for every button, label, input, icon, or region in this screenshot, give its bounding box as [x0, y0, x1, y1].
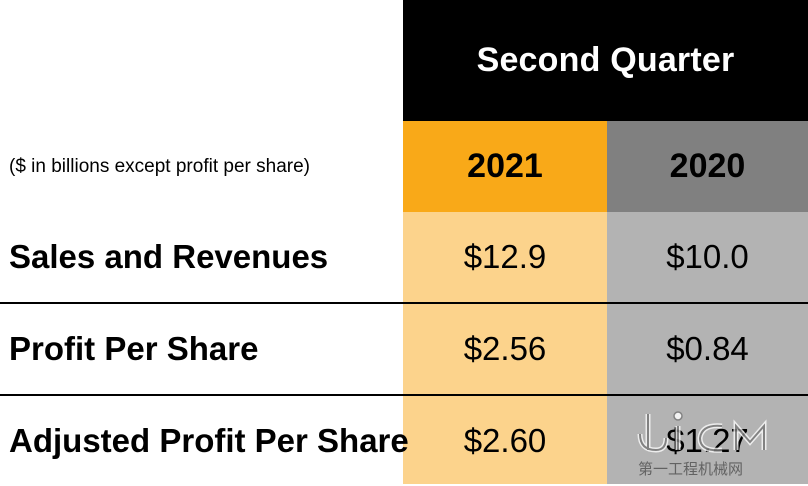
row-label-sales-and-revenues: Sales and Revenues [9, 238, 329, 275]
table-row: Adjusted Profit Per Share $2.60 $1.27 [0, 396, 808, 486]
column-header-2020: 2020 [607, 121, 808, 212]
table-row: Sales and Revenues $12.9 $10.0 [0, 212, 808, 302]
column-header-2021: 2021 [403, 121, 607, 212]
quarter-header: Second Quarter [403, 0, 808, 121]
units-note: ($ in billions except profit per share) [9, 156, 310, 177]
quarter-header-title: Second Quarter [476, 41, 735, 79]
cell-sales-2020: $10.0 [666, 238, 749, 275]
cell-sales-2021: $12.9 [463, 238, 547, 275]
row-label-adjusted-profit-per-share: Adjusted Profit Per Share [9, 422, 409, 459]
cell-adjusted-profit-2021: $2.60 [463, 422, 547, 459]
table-row: Profit Per Share $2.56 $0.84 [0, 304, 808, 394]
row-divider [0, 394, 808, 396]
cell-profit-2021: $2.56 [463, 330, 547, 367]
row-divider [0, 302, 808, 304]
row-label-profit-per-share: Profit Per Share [9, 330, 259, 367]
cell-adjusted-profit-2020: $1.27 [666, 422, 749, 459]
column-fill-2021 [403, 212, 607, 484]
cell-profit-2020: $0.84 [666, 330, 749, 367]
